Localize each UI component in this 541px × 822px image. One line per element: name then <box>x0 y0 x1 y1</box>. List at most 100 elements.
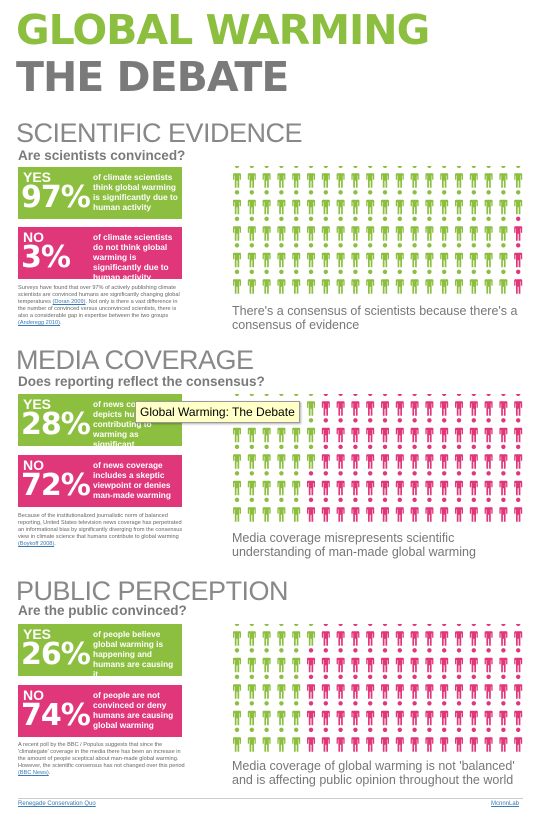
person-figure-no <box>425 648 434 673</box>
person-figure-no <box>469 497 478 522</box>
section-title-media: MEDIA COVERAGE <box>16 345 254 375</box>
no-box-media: NO 72% of news coverage includes a skept… <box>18 455 182 507</box>
person-figure-yes <box>262 190 271 215</box>
person-figure-no <box>499 727 508 752</box>
yes-label: YES <box>23 169 52 185</box>
person-figure-yes <box>233 444 241 469</box>
person-figure-no <box>455 418 463 443</box>
person-figure-yes <box>425 190 434 215</box>
person-figure-no <box>321 648 330 673</box>
person-figure-yes <box>395 243 404 268</box>
person-figure-no <box>410 701 419 726</box>
person-figure-no <box>366 674 375 699</box>
person-figure-no <box>351 391 360 416</box>
yes-label: YES <box>23 396 52 412</box>
person-figure-yes <box>440 163 449 188</box>
person-figure-no <box>514 216 523 241</box>
person-figure-yes <box>307 190 315 215</box>
person-figure-yes <box>351 163 360 188</box>
person-figure-yes <box>247 471 256 496</box>
person-figure-yes <box>247 497 256 522</box>
person-figure-yes <box>277 497 286 522</box>
person-figure-no <box>455 621 463 646</box>
person-figure-yes <box>455 269 463 294</box>
person-figure-yes <box>410 163 419 188</box>
person-figure-no <box>307 471 315 496</box>
person-figure-yes <box>247 674 256 699</box>
no-description: of news coverage includes a skeptic view… <box>93 460 171 500</box>
person-figure-yes <box>233 621 241 646</box>
person-figure-yes <box>321 163 330 188</box>
person-figure-yes <box>292 621 301 646</box>
person-figure-yes <box>336 216 345 241</box>
person-figure-yes <box>381 269 389 294</box>
citation-link[interactable]: (BBC News) <box>18 770 49 776</box>
person-figure-yes <box>321 243 330 268</box>
person-figure-yes <box>233 243 241 268</box>
person-figure-no <box>336 418 345 443</box>
person-figure-yes <box>262 497 271 522</box>
person-figure-yes <box>469 190 478 215</box>
person-figure-yes <box>351 269 360 294</box>
person-figure-no <box>469 444 478 469</box>
person-figure-yes <box>307 243 315 268</box>
person-figure-yes <box>366 243 375 268</box>
yes-box-public: YES 26% of people believe global warming… <box>18 624 182 679</box>
person-figure-no <box>366 444 375 469</box>
person-figure-no <box>440 418 449 443</box>
footer-credit-link[interactable]: Renegade Conservation Quo <box>18 801 96 807</box>
person-figure-no <box>410 648 419 673</box>
person-figure-yes <box>321 269 330 294</box>
section-subtitle-scientific: Are scientists convinced? <box>18 148 186 163</box>
person-figure-yes <box>292 674 301 699</box>
person-figure-yes <box>366 216 375 241</box>
person-figure-no <box>410 497 419 522</box>
person-figure-yes <box>425 216 434 241</box>
person-figure-no <box>425 497 434 522</box>
person-figure-no <box>410 621 419 646</box>
person-figure-no <box>455 674 463 699</box>
person-figure-yes <box>292 269 301 294</box>
person-figure-no <box>469 701 478 726</box>
no-description: of people are not convinced or deny huma… <box>93 690 174 730</box>
person-figure-yes <box>292 701 301 726</box>
person-figure-no <box>307 648 315 673</box>
person-figure-no <box>410 444 419 469</box>
yes-percent: 26% <box>21 637 91 672</box>
person-figure-yes <box>395 190 404 215</box>
person-figure-no <box>425 391 434 416</box>
person-figure-no <box>366 497 375 522</box>
person-figure-no <box>366 391 375 416</box>
person-figure-yes <box>277 190 286 215</box>
person-figure-yes <box>336 243 345 268</box>
person-figure-yes <box>277 674 286 699</box>
person-figure-yes <box>499 163 508 188</box>
person-figure-yes <box>262 621 271 646</box>
person-figure-no <box>366 648 375 673</box>
person-figure-yes <box>262 727 271 752</box>
citation-link[interactable]: (Doran 2009) <box>52 299 86 305</box>
person-figure-yes <box>336 163 345 188</box>
person-figure-no <box>469 621 478 646</box>
citation-link[interactable]: (Anderegg 2010) <box>18 320 60 326</box>
person-figure-yes <box>262 163 271 188</box>
person-figure-yes <box>247 163 256 188</box>
person-figure-no <box>351 648 360 673</box>
person-figure-yes <box>321 190 330 215</box>
note-public: A recent poll by the BBC / Populus sugge… <box>18 742 186 777</box>
person-figure-no <box>440 674 449 699</box>
person-figure-yes <box>499 243 508 268</box>
footer-author-link[interactable]: McnnnLab <box>491 801 520 807</box>
person-figure-no <box>410 674 419 699</box>
person-figure-yes <box>247 648 256 673</box>
person-figure-no <box>336 727 345 752</box>
citation-link[interactable]: (Boykoff 2008) <box>18 541 55 547</box>
person-figure-no <box>499 418 508 443</box>
person-figure-no <box>455 391 463 416</box>
person-figure-yes <box>440 190 449 215</box>
person-figure-no <box>321 391 330 416</box>
person-figure-yes <box>307 418 315 443</box>
person-figure-no <box>455 497 463 522</box>
person-figure-no <box>440 648 449 673</box>
person-figure-no <box>336 444 345 469</box>
